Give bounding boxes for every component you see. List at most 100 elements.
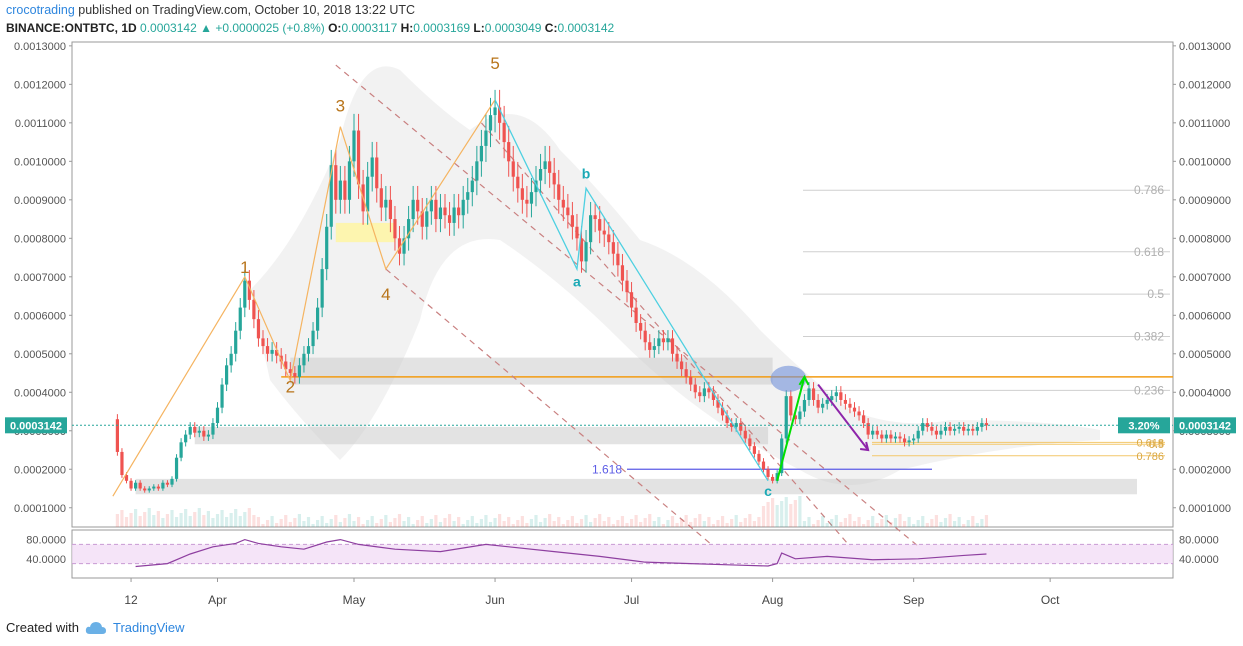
x-tick-label: May [343,593,366,607]
candle-body [798,411,802,420]
low-label: L: [473,21,485,35]
candle-body [880,434,884,439]
candle-body [452,207,456,223]
candle-body [912,438,916,441]
wave-label-1: 1 [240,258,249,277]
candle-body [147,488,151,491]
candle-body [934,430,938,435]
candle-body [457,207,461,216]
volume-bar [538,522,543,527]
volume-bar [302,521,306,527]
candle-body [593,215,597,220]
candle-body [566,207,570,216]
y-tick-left: 0.0008000 [14,233,66,245]
volume-bar [261,524,265,527]
volume-bar [825,523,829,527]
volume-bar [115,514,119,527]
candle-body [661,338,665,343]
candle-body [320,269,324,308]
volume-bar [129,513,133,527]
high-value: 0.0003169 [413,21,471,35]
volume-bar [661,524,665,527]
volume-bar [225,517,229,527]
volume-bar [234,509,238,527]
volume-bar [548,514,552,527]
candle-body [757,453,761,462]
y-tick-left: 0.0006000 [14,310,66,322]
volume-bar [743,518,747,527]
candle-body [957,426,961,429]
volume-bar [752,521,756,527]
volume-bar [698,514,702,527]
breakout-highlight [770,365,807,392]
candle-body [470,180,474,193]
candle-body [839,392,843,400]
candle-body [557,184,561,200]
x-tick-label: Sep [903,593,925,607]
y-tick-left: 0.0009000 [14,195,66,207]
candle-body [575,226,579,239]
candle-body [830,396,834,400]
candle-body [161,482,165,489]
candle-body [871,430,875,435]
last-price-badge-left [5,417,67,434]
support-zone-low [135,478,1138,495]
volume-bar [275,523,279,527]
volume-bar [375,523,379,527]
volume-bar [407,517,411,527]
volume-bar [593,518,597,527]
candle-body [179,442,183,458]
candle-body [784,396,788,439]
candle-body [479,145,483,162]
y-tick-right: 0.0007000 [1179,272,1231,284]
candle-body [397,238,402,254]
channel-line-lower [385,268,714,547]
bollinger-cloud [250,66,1100,485]
volume-bar [834,515,838,527]
x-tick-label: Jul [624,593,639,607]
fib-small-label: 0.786 [1136,451,1164,463]
volume-bar [798,496,802,527]
volume-bar [152,515,156,527]
symbol-name[interactable]: BINANCE:ONTBTC, 1D [6,21,137,35]
fib-small-label: 0.5 [1149,439,1164,451]
volume-bar [498,514,502,527]
purple-arrow-line [817,383,869,451]
volume-bar [816,520,820,527]
volume-bar [784,497,788,527]
volume-bar [311,524,315,527]
last-price: 0.0003142 [140,21,197,35]
x-tick-label: 12 [124,593,138,607]
volume-bar [534,515,538,527]
volume-bar [620,516,625,527]
volume-bar [830,519,834,527]
green-arrow-line [776,376,806,482]
volume-bar [529,519,534,527]
y-tick-right: 0.0006000 [1179,310,1231,322]
candle-body [807,388,811,400]
volume-bar [880,519,884,527]
fib-level-label: 0.786 [1134,183,1164,197]
volume-bar [279,519,283,527]
candle-body [438,207,443,220]
volume-bar [411,524,415,527]
candle-body [416,199,420,212]
candle-body [143,488,147,491]
candle-body [657,338,661,347]
candle-body [948,426,952,431]
candle-body [156,486,160,489]
volume-bar [871,516,875,527]
candle-body [193,426,197,433]
volume-bar [470,516,474,527]
author-link[interactable]: crocotrading [6,3,75,17]
candle-body [648,342,652,350]
candle-body [165,482,170,485]
candle-body [275,349,279,356]
publish-info: crocotrading published on TradingView.co… [6,3,415,17]
candle-body [202,430,206,437]
volume-bar [475,523,479,527]
volume-bar [284,515,288,527]
candle-body [265,346,270,354]
tradingview-link[interactable]: TradingView [85,620,185,635]
